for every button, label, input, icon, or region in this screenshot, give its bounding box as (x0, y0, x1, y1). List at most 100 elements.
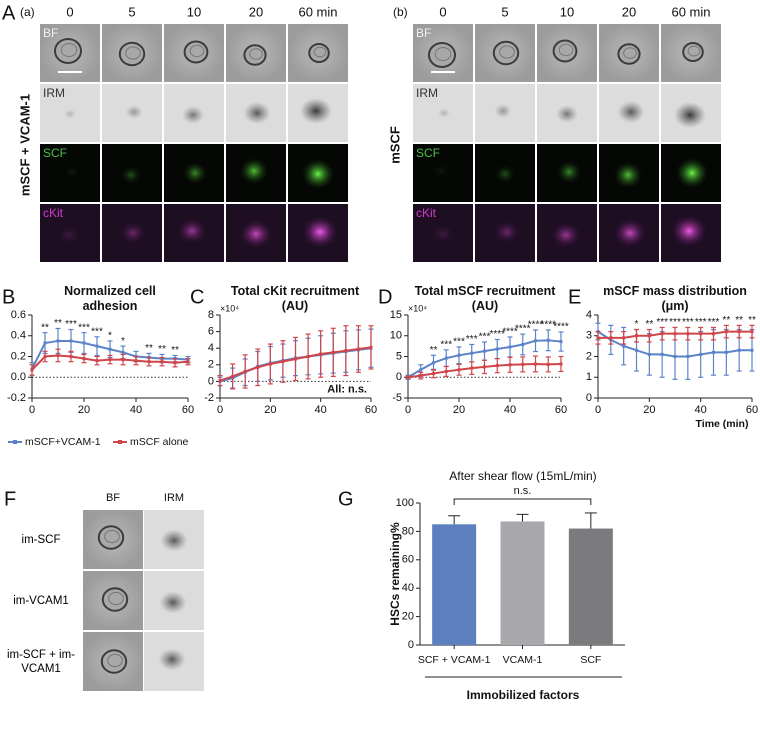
micrograph (599, 144, 659, 202)
signal (240, 158, 268, 184)
y-tick-label: 0 (208, 375, 214, 387)
y-tick-label: 8 (208, 309, 214, 321)
significance: **** (502, 327, 518, 338)
micrograph (599, 84, 659, 142)
data-point (256, 365, 260, 369)
significance: *** (479, 332, 491, 343)
data-point (546, 338, 550, 342)
data-point (635, 334, 638, 338)
micrograph (475, 204, 535, 262)
data-point (737, 348, 741, 352)
x-tick-label: 20 (453, 404, 465, 416)
row-label: im-SCF + im-VCAM1 (6, 649, 76, 675)
y-tick-label: -5 (392, 392, 402, 404)
time-label: 5 (501, 4, 508, 19)
data-point (160, 360, 164, 364)
x-tick-label: 40 (315, 404, 327, 416)
y-tick-label: 0 (408, 639, 414, 651)
signal (239, 219, 273, 249)
significance: ** (748, 315, 756, 326)
x-tick-label: 20 (264, 404, 276, 416)
significance: ** (54, 318, 62, 329)
data-point (331, 350, 335, 354)
data-point (660, 332, 664, 336)
signal (183, 162, 207, 184)
x-tick-label: VCAM-1 (503, 654, 543, 666)
cell-inner (499, 45, 515, 59)
signal (119, 221, 147, 245)
panel-letter: D (378, 286, 392, 308)
y-tick-label: 4 (208, 342, 214, 354)
channel-label: IRM (416, 86, 438, 100)
micrograph (164, 144, 224, 202)
contact (494, 104, 512, 118)
micrograph (40, 84, 100, 142)
y-tick-label: 0 (396, 371, 402, 383)
data-point (647, 352, 651, 356)
column-label: IRM (164, 492, 184, 504)
micrograph (599, 24, 659, 82)
data-point (673, 332, 677, 336)
data-point (750, 330, 754, 334)
signal (302, 216, 338, 248)
panel-sublabel: (a) (20, 5, 35, 19)
y-tick-label: 40 (402, 582, 414, 594)
time-label: 0 (66, 4, 73, 19)
micrograph (83, 571, 143, 630)
x-tick-label: 0 (29, 404, 35, 416)
data-point (596, 336, 600, 340)
channel-label: BF (416, 26, 431, 40)
data-point (686, 355, 690, 358)
significance: *** (453, 337, 465, 348)
signal (431, 224, 455, 244)
data-point (306, 355, 310, 358)
significance: **** (540, 320, 556, 331)
micrograph (288, 84, 348, 142)
chart-title: Total cKit recruitment (AU) (230, 284, 360, 313)
y-tick-label: 0 (586, 392, 592, 404)
data-point (186, 360, 190, 364)
signal (493, 220, 521, 244)
panel-sublabel: (b) (393, 5, 408, 19)
significance: *** (682, 317, 694, 328)
data-point (268, 362, 272, 366)
micrograph (413, 204, 473, 262)
cell-inner (104, 529, 120, 544)
chart-title: Total mSCF recruitment (AU) (414, 284, 556, 313)
data-point (344, 349, 348, 353)
legend-label: mSCF+VCAM-1 (25, 436, 101, 448)
data-point (281, 359, 285, 363)
micrograph (661, 24, 721, 82)
signal (302, 159, 334, 189)
data-point (699, 352, 703, 356)
x-tick-label: 40 (695, 404, 707, 416)
contact (300, 98, 332, 124)
signal (57, 225, 81, 245)
y-tick-label: 4 (586, 309, 592, 321)
channel-label: cKit (416, 206, 437, 220)
significance: *** (669, 317, 681, 328)
significance: ** (735, 315, 743, 326)
data-point (483, 349, 486, 353)
chart-title: Normalized cell adhesion (64, 284, 156, 313)
data-point (43, 355, 47, 358)
data-point (724, 330, 728, 334)
data-point (356, 347, 360, 351)
y-tick-label: 80 (402, 525, 414, 537)
micrograph (226, 84, 286, 142)
data-point (635, 348, 638, 352)
data-point (457, 368, 461, 372)
signal (614, 162, 642, 188)
micrograph (288, 144, 348, 202)
data-point (173, 361, 177, 365)
y-tick-label: 5 (396, 350, 402, 362)
cell-inner (558, 43, 574, 57)
contact (243, 102, 271, 124)
bar (432, 524, 477, 645)
data-point (444, 369, 448, 373)
row-label: im-SCF (21, 534, 61, 546)
data-point (470, 366, 474, 370)
signal (676, 158, 708, 188)
significance: ** (171, 345, 179, 356)
row-label-box: im-SCF + im-VCAM1 (6, 649, 76, 675)
